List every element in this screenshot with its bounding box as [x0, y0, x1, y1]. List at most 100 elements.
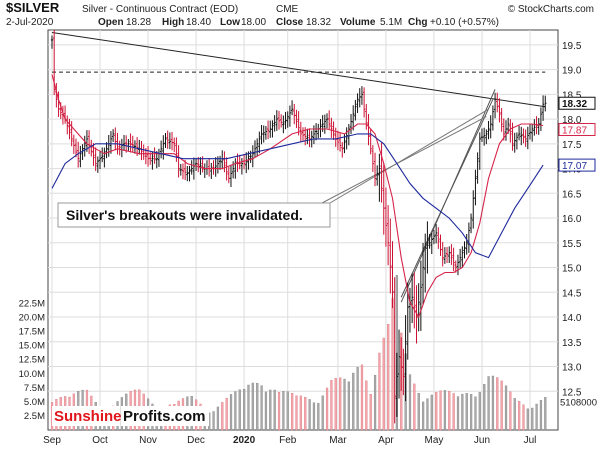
close-label: Close [276, 17, 304, 28]
ma-line-ma_short [51, 74, 544, 319]
volume-tick-label: 10.0M [19, 369, 45, 380]
volume-bar [321, 395, 324, 431]
close-value: 18.32 [306, 17, 331, 28]
x-tick-label: Feb [279, 435, 297, 446]
volume-bar [260, 385, 263, 431]
high-label: High [162, 17, 184, 28]
volume-tick-label: 12.5M [19, 355, 45, 366]
volume-bar [352, 372, 355, 431]
volume-bar [282, 391, 285, 431]
annotation-text: Silver's breakouts were invalidated. [66, 207, 303, 223]
chg-label: Chg [408, 17, 427, 28]
y-tick-label: 18.0 [562, 115, 582, 126]
y-tick-label: 19.0 [562, 66, 582, 77]
volume-bar [382, 337, 385, 431]
volume-bar [247, 384, 250, 431]
y-tick-label: 14.5 [562, 288, 582, 299]
volume-value: 5.1M [380, 17, 402, 28]
volume-bar [395, 275, 399, 431]
x-tick-label: May [425, 435, 444, 446]
volume-bar [513, 398, 516, 431]
y-tick-label: 15.5 [562, 239, 582, 250]
volume-bar [360, 364, 364, 431]
annotation-callout: Silver's breakouts were invalidated. [57, 202, 331, 228]
volume-bar [339, 377, 342, 431]
price-label-ma_long: 17.07 [562, 161, 587, 172]
volume-bar [299, 395, 302, 431]
volume-tick-label: 20.0M [19, 313, 45, 324]
volume-bar [330, 380, 333, 431]
y-tick-label: 16.5 [562, 189, 582, 200]
volume-bar [430, 394, 433, 431]
volume-bar [483, 384, 486, 431]
volume-bar [317, 403, 320, 431]
y-tick-label: 18.5 [562, 90, 582, 101]
volume-bar [291, 392, 294, 431]
price-label-ma_short: 17.87 [562, 126, 587, 137]
volume-bar [474, 396, 477, 431]
volume-bar [238, 389, 241, 431]
volume-bar [491, 375, 495, 431]
watermark-word-1: Sunshine [54, 408, 122, 425]
volume-bar [243, 388, 246, 431]
volume-bar [212, 411, 215, 431]
x-tick-label: Nov [139, 435, 157, 446]
price-label-box-ma_long [558, 158, 596, 172]
plot-frame [47, 29, 559, 431]
trendlines [51, 31, 546, 303]
volume-bar [539, 400, 543, 431]
axes: 12.5 13.0 13.5 14.0 14.5 15.0 15.5 16.0 16.5 17.0… [19, 41, 597, 446]
volume-tick-label: 2.5M [24, 411, 45, 422]
volume-bar [373, 374, 377, 431]
volume-bar [439, 390, 442, 431]
volume-bar [273, 389, 276, 431]
volume-tick-label: 15.0M [19, 341, 45, 352]
volume-bar [277, 392, 281, 431]
x-tick-label: Sep [43, 435, 61, 446]
volume-bar [496, 377, 499, 431]
volume-bar [456, 396, 460, 431]
volume-bar [421, 401, 425, 431]
x-tick-label: Oct [92, 435, 108, 446]
x-tick-label: Apr [378, 435, 394, 446]
moving-averages [51, 74, 544, 319]
volume-bar [369, 394, 372, 431]
date-label: 2-Jul-2020 [6, 17, 54, 28]
volume-bar [544, 397, 547, 431]
exchange-label: CME [276, 4, 299, 15]
volume-bar [461, 393, 464, 431]
low-label: Low [220, 17, 240, 28]
y-tick-label: 13.5 [562, 338, 582, 349]
volume-bar [356, 367, 359, 431]
y-tick-label: 16.0 [562, 214, 582, 225]
grid-lines [48, 30, 558, 430]
callout-pointer [329, 108, 489, 204]
volume-bar [308, 399, 311, 431]
price-label-box-close [558, 96, 596, 110]
y-tick-label: 17.5 [562, 140, 582, 151]
price-labels: 18.32 17.87 17.07 [558, 96, 596, 172]
volume-bar [417, 392, 420, 431]
volume-bar [465, 393, 468, 431]
volume-bar [391, 298, 394, 431]
volume-bar [478, 392, 481, 431]
volume-bar [426, 398, 429, 431]
volume-label: Volume [340, 17, 376, 28]
trendline-descending-resistance [51, 31, 546, 108]
symbol-title: $SILVER [6, 0, 60, 15]
volume-bar [347, 381, 350, 431]
volume-bar [234, 391, 237, 431]
watermark-word-2: Profits.com [123, 408, 206, 425]
volume-bar [518, 401, 521, 431]
volume-bar [413, 383, 416, 431]
volume-bar [343, 378, 346, 431]
volume-tick-label: 7.5M [24, 383, 45, 394]
volume-bar [286, 391, 289, 431]
volume-bar [304, 396, 307, 431]
volume-bar [256, 383, 259, 431]
volume-bar [225, 397, 228, 431]
volume-bar [334, 378, 337, 431]
volume-bar [470, 394, 473, 431]
open-value: 18.28 [126, 17, 151, 28]
